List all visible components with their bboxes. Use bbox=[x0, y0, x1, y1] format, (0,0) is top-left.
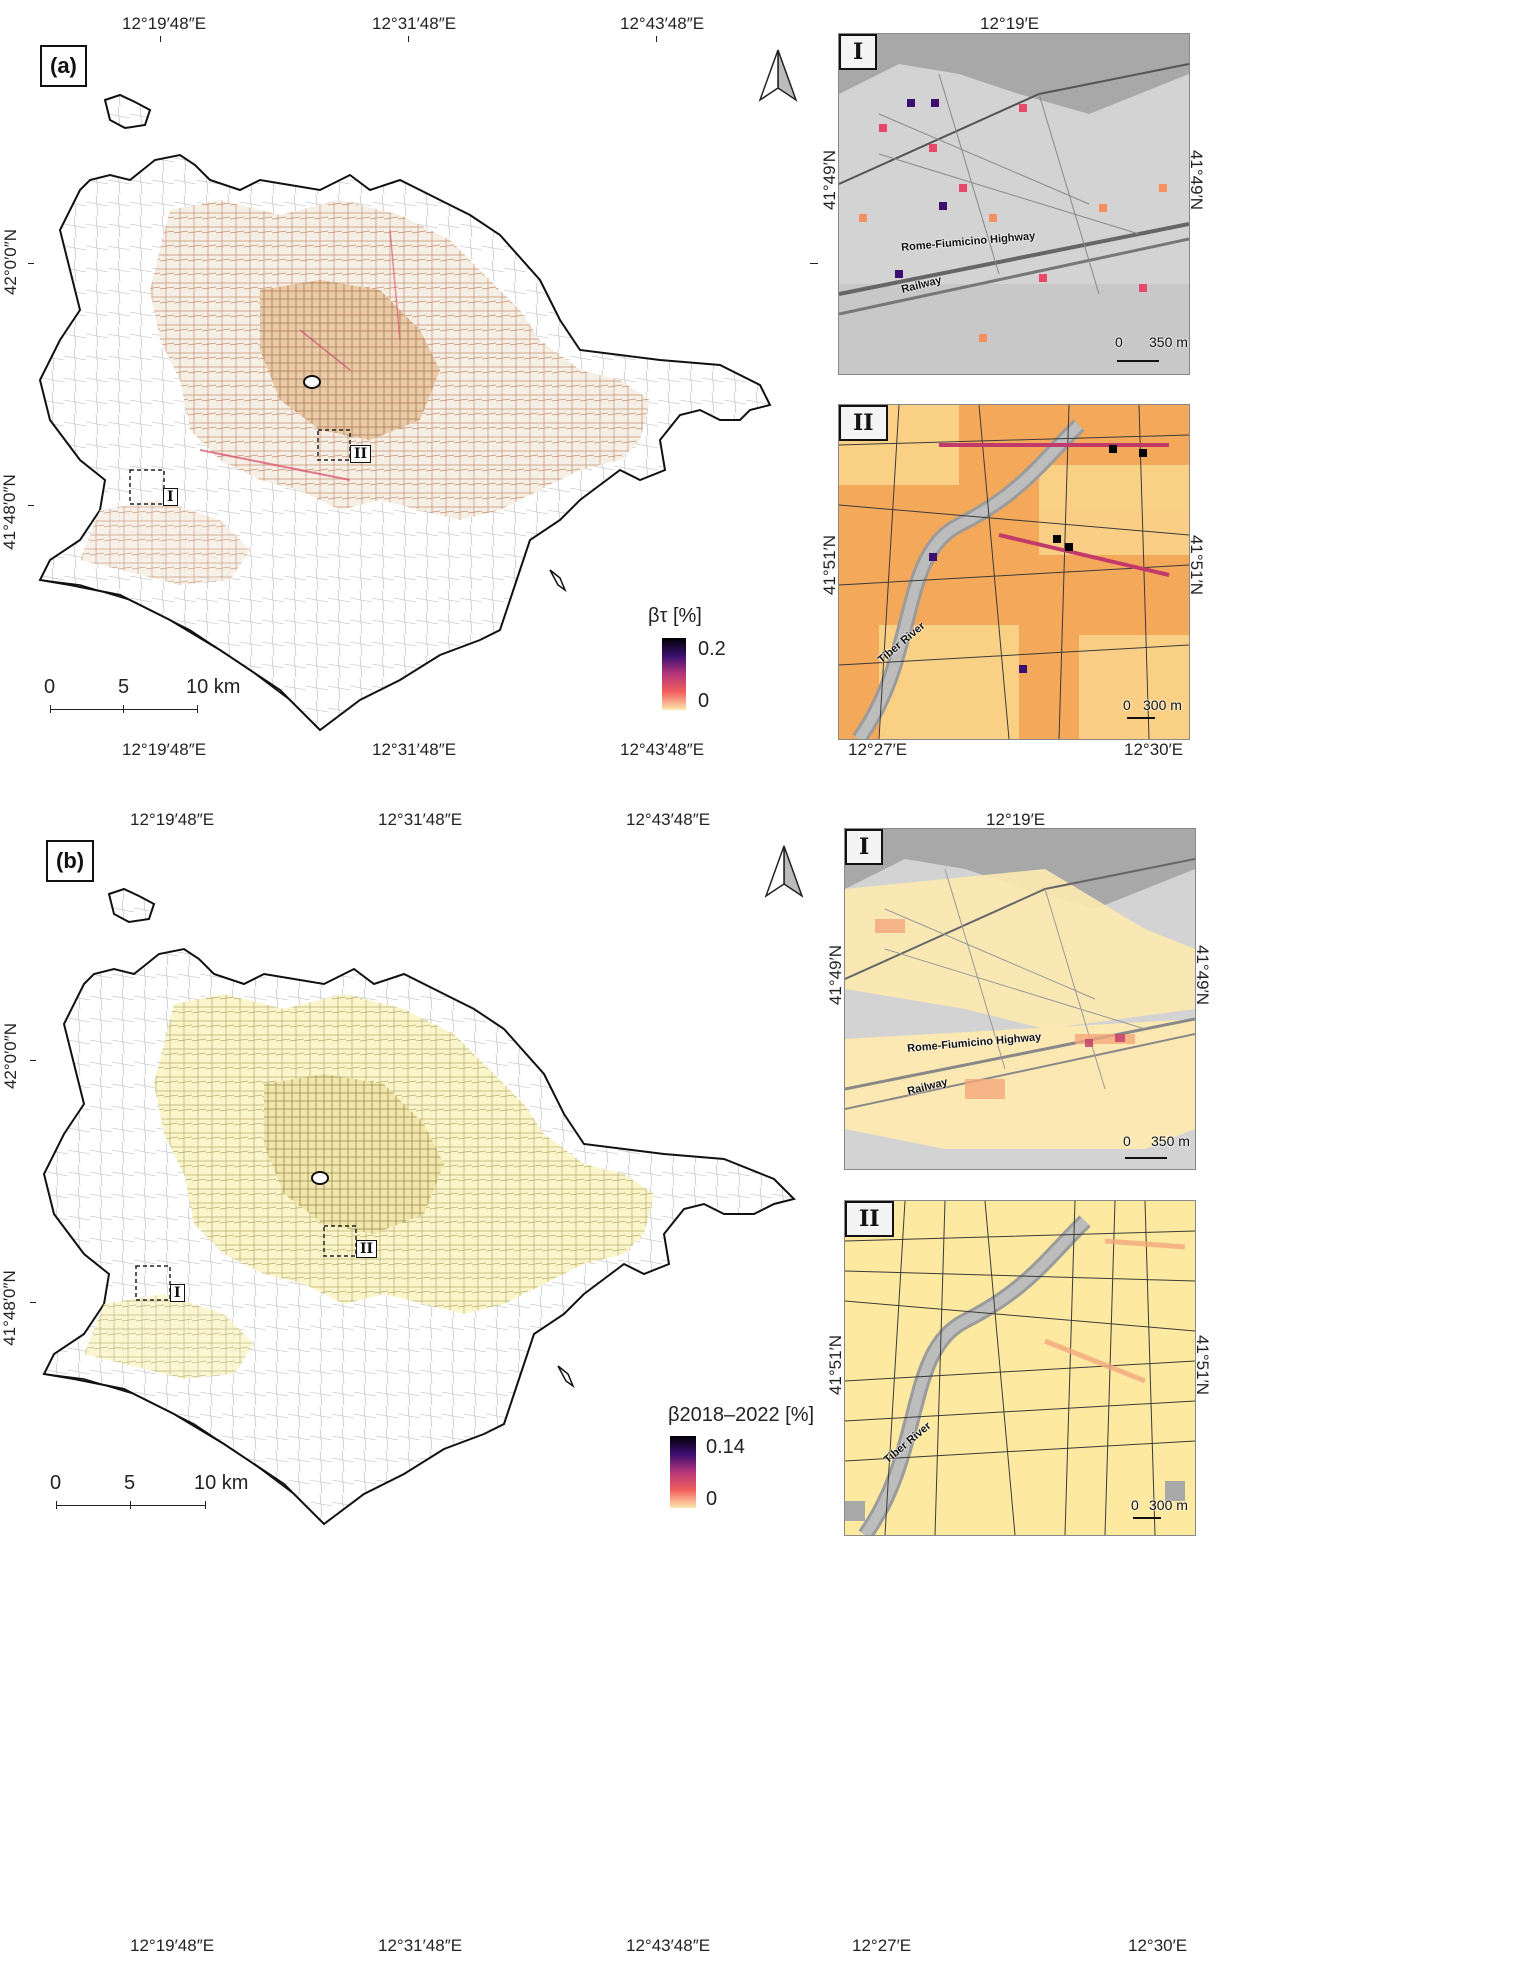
legend-min-a: 0 bbox=[698, 690, 710, 712]
inset-IIa-bottom-right: 12°30′E bbox=[1124, 740, 1184, 759]
inset-Ib-scale-zero: 0 bbox=[1123, 1133, 1131, 1149]
coord-top-1: 12°19′48″E bbox=[122, 14, 207, 33]
scale-10-b: 10 km bbox=[194, 1472, 249, 1494]
coord-top-2: 12°31′48″E bbox=[372, 14, 457, 33]
legend-max-a: 0.2 bbox=[698, 638, 726, 660]
coord-bottom-3: 12°43′48″E bbox=[620, 740, 705, 759]
legend-max-b: 0.14 bbox=[706, 1436, 745, 1458]
scale-5-a: 5 bbox=[118, 676, 130, 698]
scale-bar-a bbox=[50, 709, 198, 710]
scale-0-a: 0 bbox=[44, 676, 56, 698]
coord-bottom-2-b: 12°31′48″E bbox=[378, 1936, 463, 1955]
legend-title-b: β2018–2022 [%] bbox=[668, 1404, 815, 1426]
inset-tag-IIa: II bbox=[839, 405, 888, 441]
inset-Ia-scale-len: 350 m bbox=[1149, 334, 1188, 350]
coord-left-1: 42°0′0″N bbox=[1, 228, 21, 296]
inset-IIa-map: II Tiber River 0 300 m bbox=[838, 404, 1190, 740]
scale-10-a: 10 km bbox=[186, 676, 241, 698]
inset-marker-II-a: II bbox=[350, 445, 372, 463]
coord-bottom-1-b: 12°19′48″E bbox=[130, 1936, 215, 1955]
coord-top-3: 12°43′48″E bbox=[620, 14, 705, 33]
inset-Ia-map: I Rome-Fiumicino Highway Railway 0 350 m bbox=[838, 33, 1190, 375]
inset-Ib-scale-len: 350 m bbox=[1151, 1133, 1190, 1149]
rome-map-b bbox=[42, 887, 796, 1526]
coord-top-2-b: 12°31′48″E bbox=[378, 810, 463, 829]
coord-top-3-b: 12°43′48″E bbox=[626, 810, 711, 829]
panel-label-a: (a) bbox=[40, 45, 87, 87]
scale-5-b: 5 bbox=[124, 1472, 136, 1494]
coord-bottom-2: 12°31′48″E bbox=[372, 740, 457, 759]
legend-ramp-b bbox=[670, 1436, 696, 1508]
inset-IIb-bottom-right: 12°30′E bbox=[1128, 1936, 1188, 1955]
inset-IIa-scale-zero: 0 bbox=[1123, 697, 1131, 713]
inset-tag-IIb: II bbox=[845, 1201, 894, 1237]
inset-IIb-bottom-left: 12°27′E bbox=[852, 1936, 912, 1955]
legend-ramp-a bbox=[662, 638, 686, 710]
scale-bar-b bbox=[56, 1505, 206, 1506]
inset-Ib-top: 12°19′E bbox=[986, 810, 1046, 829]
inset-Ia-scale-zero: 0 bbox=[1115, 334, 1123, 350]
coord-bottom-1: 12°19′48″E bbox=[122, 740, 207, 759]
inset-IIa-bottom-left: 12°27′E bbox=[848, 740, 908, 759]
panel-label-b: (b) bbox=[46, 840, 95, 882]
inset-IIa-scale-len: 300 m bbox=[1143, 697, 1182, 713]
coord-left-1-b: 42°0′0″N bbox=[1, 1022, 21, 1090]
legend-title-a: βτ [%] bbox=[648, 605, 702, 627]
inset-marker-II-b: II bbox=[356, 1240, 378, 1258]
inset-marker-I-a: I bbox=[163, 488, 178, 506]
coord-left-2-b: 41°48′0″N bbox=[0, 1270, 19, 1346]
inset-IIb-map: II Tiber River 0 300 m bbox=[844, 1200, 1196, 1536]
inset-tag-Ia: I bbox=[839, 34, 878, 70]
north-arrow-icon bbox=[758, 49, 798, 102]
inset-marker-I-b: I bbox=[170, 1284, 185, 1302]
rome-map-a bbox=[38, 93, 772, 732]
legend-min-b: 0 bbox=[706, 1488, 718, 1510]
north-arrow-icon-b bbox=[764, 845, 804, 898]
inset-IIb-scale-len: 300 m bbox=[1149, 1497, 1188, 1513]
coord-top-1-b: 12°19′48″E bbox=[130, 810, 215, 829]
inset-Ia-top: 12°19′E bbox=[980, 14, 1040, 33]
scale-0-b: 0 bbox=[50, 1472, 62, 1494]
inset-tag-Ib: I bbox=[845, 829, 884, 865]
coord-left-2: 41°48′0″N bbox=[0, 474, 19, 550]
coord-bottom-3-b: 12°43′48″E bbox=[626, 1936, 711, 1955]
inset-IIb-scale-zero: 0 bbox=[1131, 1497, 1139, 1513]
inset-Ib-map: I Rome-Fiumicino Highway Railway 0 350 m bbox=[844, 828, 1196, 1170]
